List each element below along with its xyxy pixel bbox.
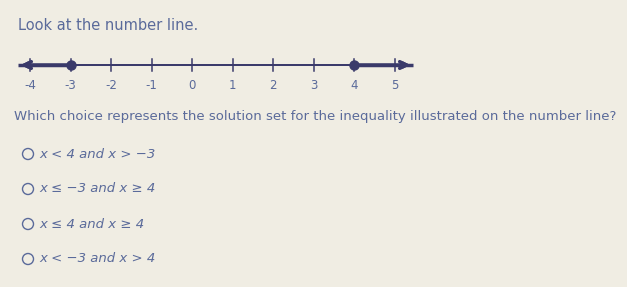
Text: x ≤ −3 and x ≥ 4: x ≤ −3 and x ≥ 4 bbox=[40, 183, 155, 195]
Text: x < −3 and x > 4: x < −3 and x > 4 bbox=[40, 253, 155, 265]
Text: 4: 4 bbox=[350, 79, 358, 92]
Text: Look at the number line.: Look at the number line. bbox=[18, 18, 198, 33]
Text: x ≤ 4 and x ≥ 4: x ≤ 4 and x ≥ 4 bbox=[40, 218, 145, 230]
Text: Which choice represents the solution set for the inequality illustrated on the n: Which choice represents the solution set… bbox=[14, 110, 616, 123]
Text: x < 4 and x > −3: x < 4 and x > −3 bbox=[40, 148, 155, 160]
Text: -3: -3 bbox=[65, 79, 76, 92]
Text: -4: -4 bbox=[24, 79, 36, 92]
Text: 2: 2 bbox=[270, 79, 277, 92]
Text: -1: -1 bbox=[145, 79, 157, 92]
Text: 5: 5 bbox=[391, 79, 399, 92]
Text: 3: 3 bbox=[310, 79, 318, 92]
Text: -2: -2 bbox=[105, 79, 117, 92]
Text: 1: 1 bbox=[229, 79, 236, 92]
Text: 0: 0 bbox=[189, 79, 196, 92]
